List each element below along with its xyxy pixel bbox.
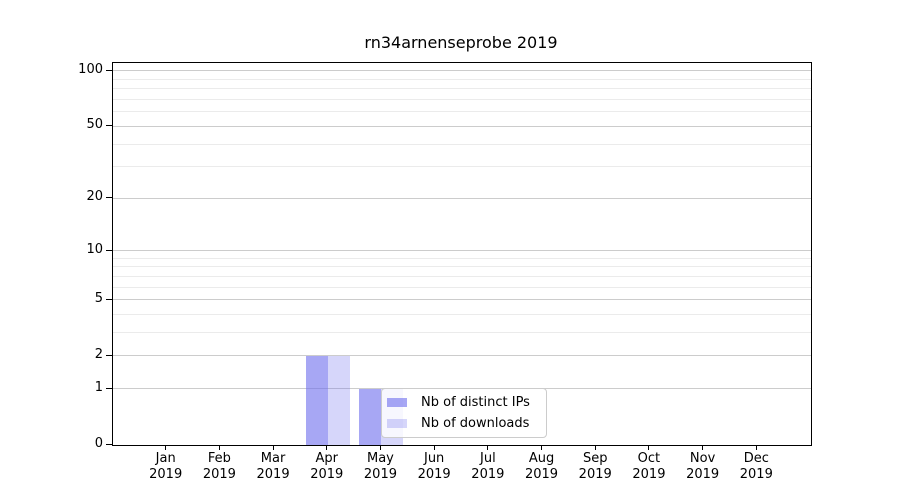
x-tick-label-month: Jan — [155, 451, 176, 466]
legend-label: Nb of downloads — [421, 416, 530, 431]
major-gridline — [113, 125, 811, 127]
minor-gridline — [113, 314, 811, 316]
y-tick-mark — [106, 444, 112, 445]
legend-item: Nb of downloads — [387, 414, 546, 433]
legend-label: Nb of distinct IPs — [421, 395, 530, 410]
minor-gridline — [113, 275, 811, 277]
x-tick-mark — [272, 445, 274, 450]
x-tick-mark — [326, 445, 328, 450]
minor-gridline — [113, 143, 811, 145]
y-tick-label: 100 — [78, 61, 103, 77]
x-tick-mark — [379, 445, 381, 450]
x-tick-label-year: 2019 — [686, 467, 720, 482]
x-tick-label-year: 2019 — [524, 467, 559, 482]
x-tick-mark — [433, 445, 435, 450]
minor-gridline — [113, 286, 811, 288]
x-tick-label-month: Sep — [582, 451, 608, 466]
y-tick-mark — [106, 197, 112, 199]
x-tick-mark — [541, 445, 543, 450]
minor-gridline — [113, 78, 811, 80]
x-tick-label-year: 2019 — [202, 467, 236, 482]
major-gridline — [113, 299, 811, 301]
major-gridline — [113, 250, 811, 252]
x-tick-label-month: Nov — [689, 451, 716, 466]
x-tick-label: Feb 2019 — [184, 451, 254, 483]
y-tick-label: 0 — [94, 436, 103, 451]
x-tick-label: Nov 2019 — [668, 451, 738, 483]
x-tick-label: Jan 2019 — [131, 451, 201, 483]
x-tick-label-year: 2019 — [632, 467, 666, 482]
minor-gridline — [113, 257, 811, 259]
y-tick-label: 10 — [86, 241, 103, 257]
x-tick-label-month: Apr — [315, 451, 339, 466]
x-tick-label-year: 2019 — [471, 467, 505, 482]
legend-swatch — [387, 398, 407, 407]
legend-item: Nb of distinct IPs — [387, 393, 546, 412]
x-tick-mark — [755, 445, 757, 450]
x-tick-label: Mar 2019 — [238, 451, 308, 483]
major-gridline — [113, 355, 811, 357]
x-tick-label-month: Feb — [207, 451, 231, 466]
x-tick-label-month: Jul — [480, 451, 496, 466]
x-tick-label-month: Aug — [528, 451, 555, 466]
y-tick-mark — [106, 387, 112, 389]
major-gridline — [113, 70, 811, 72]
x-tick-label-month: Mar — [260, 451, 286, 466]
x-tick-mark — [487, 445, 489, 450]
bar-distinct-ips-apr — [305, 355, 328, 445]
y-tick-mark — [106, 125, 112, 127]
minor-gridline — [113, 88, 811, 90]
x-tick-mark — [648, 445, 650, 450]
x-tick-label: Apr 2019 — [292, 451, 362, 483]
x-tick-label: Jun 2019 — [399, 451, 469, 483]
minor-gridline — [113, 99, 811, 101]
y-tick-label: 50 — [86, 117, 103, 133]
minor-gridline — [113, 166, 811, 168]
major-gridline — [113, 197, 811, 199]
x-tick-label-year: 2019 — [739, 467, 773, 482]
x-tick-mark — [702, 445, 704, 450]
x-tick-label-year: 2019 — [256, 467, 290, 482]
x-tick-label-month: Jun — [423, 451, 445, 466]
x-tick-label-year: 2019 — [578, 467, 612, 482]
legend-swatch — [387, 419, 407, 428]
y-tick-mark — [106, 298, 112, 300]
x-tick-mark — [594, 445, 596, 450]
bar-downloads-apr — [327, 355, 350, 445]
x-tick-mark — [165, 445, 167, 450]
bar-distinct-ips-may — [359, 388, 382, 445]
x-tick-label-month: Dec — [743, 451, 769, 466]
minor-gridline — [113, 266, 811, 268]
x-tick-label-year: 2019 — [149, 467, 183, 482]
x-tick-label-month: Oct — [637, 451, 661, 466]
y-tick-label: 1 — [94, 379, 103, 395]
x-tick-label-month: May — [367, 451, 394, 466]
y-tick-label: 2 — [94, 346, 103, 362]
y-tick-mark — [106, 354, 112, 356]
x-tick-label: Jul 2019 — [453, 451, 523, 483]
x-tick-label-year: 2019 — [363, 467, 397, 482]
x-tick-mark — [218, 445, 220, 450]
minor-gridline — [113, 111, 811, 113]
x-tick-label: May 2019 — [345, 451, 415, 483]
x-tick-label-year: 2019 — [310, 467, 344, 482]
y-tick-label: 20 — [86, 189, 103, 205]
chart-title: rn34arnenseprobe 2019 — [364, 33, 558, 52]
y-tick-mark — [106, 69, 112, 71]
legend: Nb of distinct IPs Nb of downloads — [381, 388, 547, 438]
y-tick-label: 5 — [94, 290, 103, 306]
x-tick-label: Oct 2019 — [614, 451, 684, 483]
x-tick-label: Dec 2019 — [721, 451, 791, 483]
x-tick-label: Sep 2019 — [560, 451, 630, 483]
x-tick-label: Aug 2019 — [507, 451, 577, 483]
x-tick-label-year: 2019 — [417, 467, 451, 482]
minor-gridline — [113, 332, 811, 334]
y-tick-mark — [106, 249, 112, 251]
